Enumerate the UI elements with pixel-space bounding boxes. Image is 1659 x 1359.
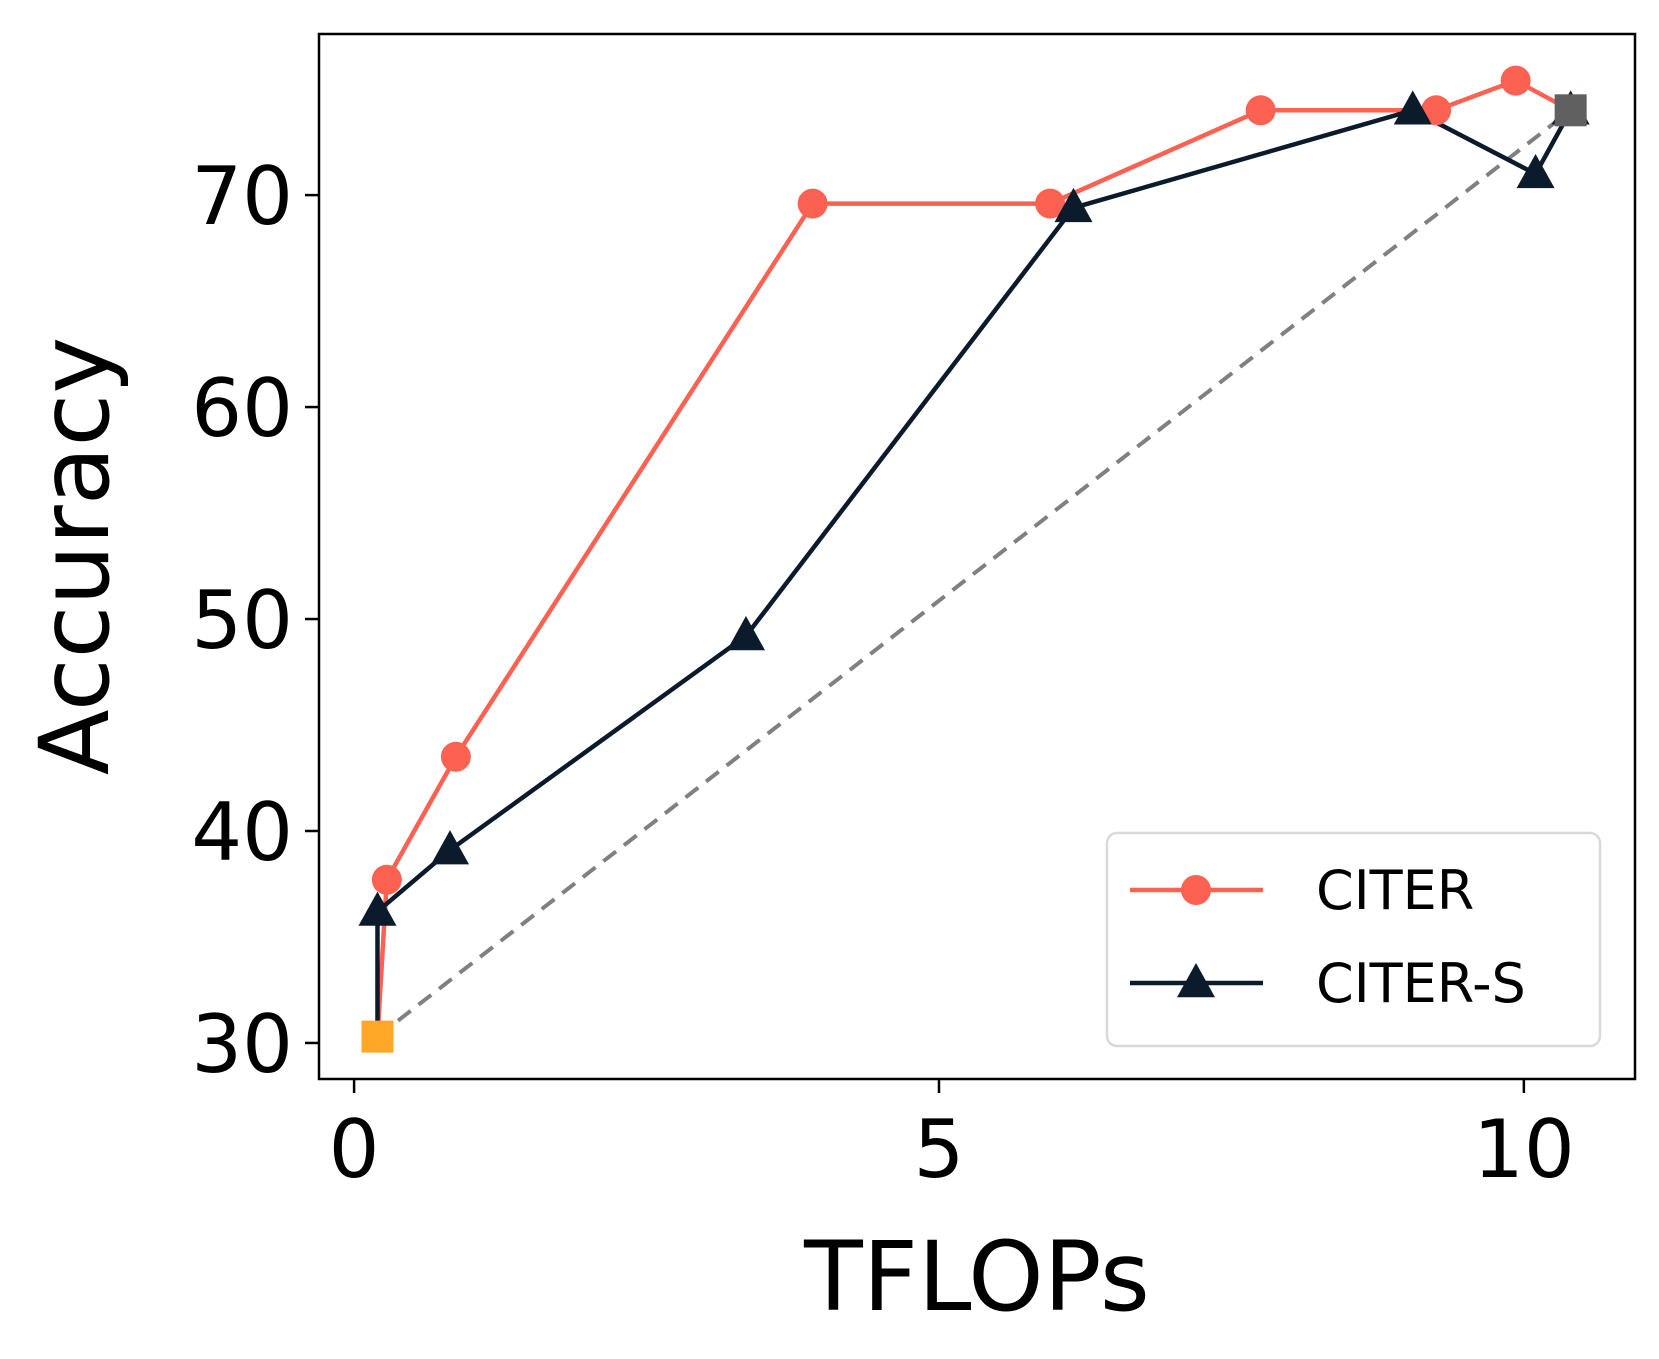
- y-tick-label: 30: [191, 998, 293, 1091]
- citer-s-point: [726, 616, 765, 651]
- y-tick-label: 70: [191, 150, 293, 243]
- citer-point: [797, 188, 828, 219]
- end-square-marker: [1554, 94, 1587, 127]
- y-tick-label: 60: [191, 362, 293, 455]
- start-square-marker: [361, 1020, 394, 1053]
- citer-point: [440, 741, 471, 772]
- legend-citer-marker: [1181, 875, 1211, 905]
- citer-s-line: [375, 108, 1573, 1037]
- citer-s-point: [1393, 90, 1432, 125]
- x-tick-label: 5: [914, 1103, 965, 1196]
- y-tick-label: 40: [191, 786, 293, 879]
- x-tick-label: 0: [329, 1103, 380, 1196]
- legend-citer-label: CITER: [1316, 859, 1474, 922]
- x-axis-title: TFLOPs: [803, 1221, 1150, 1333]
- citer-s-point: [1054, 187, 1093, 223]
- citer-s-point: [1516, 153, 1555, 189]
- legend: CITER CITER-S: [1105, 831, 1602, 1048]
- reference-dashed-line: [376, 108, 1572, 1039]
- y-axis-title: Accuracy: [19, 337, 131, 775]
- citer-point: [371, 864, 402, 895]
- citer-s-point: [358, 891, 397, 926]
- citer-s-point: [431, 830, 470, 865]
- x-tick-label: 10: [1473, 1103, 1575, 1196]
- y-tick-label: 50: [191, 574, 293, 667]
- plot-frame: [317, 32, 1637, 1081]
- citer-point: [1035, 188, 1066, 219]
- legend-box: [1105, 831, 1602, 1048]
- legend-citer-s-marker: [1177, 963, 1215, 998]
- citer-point: [1421, 95, 1452, 126]
- legend-citer-s-label: CITER-S: [1316, 952, 1526, 1015]
- citer-point: [1500, 65, 1531, 96]
- citer-point: [1245, 95, 1276, 126]
